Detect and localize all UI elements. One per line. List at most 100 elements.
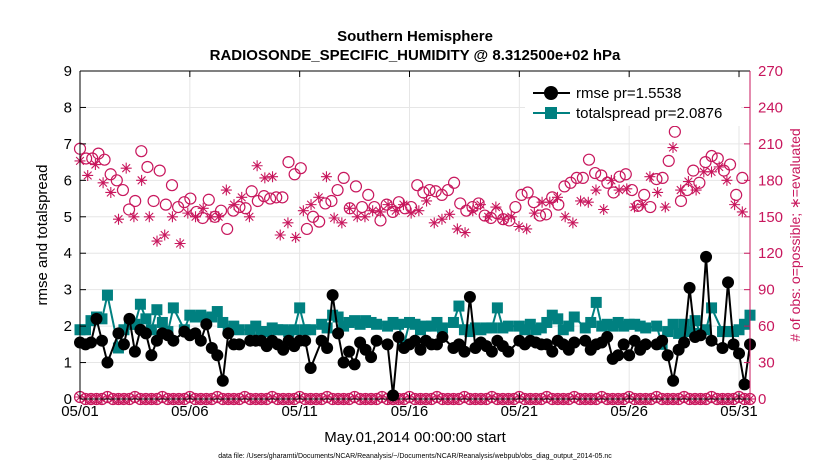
obs-evaluated-marker xyxy=(613,184,625,196)
obs-possible-marker xyxy=(288,168,301,181)
obs-possible-marker xyxy=(141,160,154,174)
obs-evaluated-marker xyxy=(621,183,633,195)
obs-evaluated-marker xyxy=(706,166,718,178)
totalspread-point xyxy=(662,326,674,338)
x-axis-label: May.01,2014 00:00:00 start xyxy=(324,429,506,446)
obs-evaluated-marker xyxy=(97,177,109,189)
obs-evaluated-marker xyxy=(698,166,710,178)
y-axis-label-right: # of obs: o=possible; ∗=evaluated xyxy=(787,128,803,341)
obs-evaluated-marker xyxy=(105,186,117,198)
obs-possible-marker xyxy=(147,194,160,208)
obs-evaluated-marker xyxy=(282,217,294,229)
obs-evaluated-marker xyxy=(428,217,440,229)
rmse-point xyxy=(661,349,674,362)
obs-possible-marker xyxy=(300,222,314,236)
obs-possible-marker xyxy=(355,200,369,214)
obs-evaluated-marker xyxy=(205,211,217,223)
obs-evaluated-marker xyxy=(213,211,225,223)
y-tick-label: 7 xyxy=(64,136,72,153)
totalspread-point xyxy=(79,324,91,336)
obs-evaluated-marker xyxy=(521,223,533,235)
totalspread-point xyxy=(145,324,157,336)
y-right-tick-label: 150 xyxy=(758,209,783,226)
obs-possible-marker xyxy=(638,188,651,202)
obs-evaluated-marker xyxy=(344,202,356,214)
obs-possible-marker xyxy=(736,171,749,185)
obs-evaluated-marker xyxy=(605,174,617,186)
obs-evaluated-marker xyxy=(228,199,240,211)
totalspread-point xyxy=(667,318,679,330)
obs-possible-marker xyxy=(245,185,258,198)
rmse-point xyxy=(694,329,707,342)
obs-evaluated-marker xyxy=(682,176,694,188)
obs-evaluated-marker xyxy=(582,196,594,208)
obs-possible-marker xyxy=(472,197,485,210)
obs-evaluated-marker xyxy=(467,205,479,217)
y-right-tick-label: 180 xyxy=(758,172,783,189)
obs-possible-marker xyxy=(172,200,185,214)
obs-evaluated-marker xyxy=(421,195,433,207)
rmse-point xyxy=(458,345,471,358)
rmse-point xyxy=(612,349,625,362)
obs-evaluated-marker xyxy=(351,211,363,223)
obs-evaluated-marker xyxy=(736,206,748,218)
rmse-point xyxy=(436,331,449,344)
obs-possible-marker xyxy=(325,194,338,208)
y-tick-label: 0 xyxy=(64,391,72,408)
legend-spread-marker xyxy=(545,107,557,119)
totalspread-point xyxy=(640,322,652,334)
obs-evaluated-marker xyxy=(590,184,602,196)
totalspread-point xyxy=(552,313,564,325)
obs-possible-marker xyxy=(429,185,442,198)
rmse-point xyxy=(299,334,312,347)
chart-title: Southern Hemisphere xyxy=(337,28,493,45)
obs-evaluated-marker xyxy=(659,201,671,213)
rmse-point xyxy=(332,327,345,340)
obs-evaluated-marker xyxy=(729,199,741,211)
obs-evaluated-marker xyxy=(490,201,502,213)
totalspread-point xyxy=(101,289,113,301)
obs-possible-marker xyxy=(349,180,363,193)
obs-evaluated-marker xyxy=(328,212,340,224)
obs-possible-marker xyxy=(589,166,602,180)
rmse-point xyxy=(683,281,696,294)
obs-evaluated-marker xyxy=(297,205,309,217)
obs-possible-marker xyxy=(478,209,491,222)
obs-evaluated-marker xyxy=(166,211,178,223)
obs-evaluated-marker xyxy=(505,211,517,223)
chart-subtitle: RADIOSONDE_SPECIFIC_HUMIDITY @ 8.312500e… xyxy=(210,47,621,64)
obs-possible-marker xyxy=(656,171,669,185)
y-right-tick-label: 270 xyxy=(758,63,783,80)
y-tick-label: 8 xyxy=(64,99,72,116)
totalspread-point xyxy=(211,306,223,318)
obs-possible-marker xyxy=(116,183,130,197)
rmse-point xyxy=(277,343,290,356)
obs-evaluated-marker xyxy=(259,172,271,184)
rmse-point xyxy=(727,338,740,351)
totalspread-point xyxy=(217,316,229,328)
obs-possible-marker xyxy=(331,183,344,197)
obs-possible-marker xyxy=(582,153,596,166)
totalspread-point xyxy=(453,300,465,312)
obs-possible-marker xyxy=(159,198,172,211)
obs-possible-marker xyxy=(178,196,191,209)
obs-possible-marker xyxy=(92,147,105,160)
totalspread-point xyxy=(447,316,459,328)
rmse-point xyxy=(628,334,641,347)
rmse-point xyxy=(348,358,361,371)
obs-evaluated-marker xyxy=(243,211,255,223)
obs-evaluated-marker xyxy=(267,171,279,183)
rmse-point xyxy=(738,378,751,391)
obs-evaluated-marker xyxy=(313,191,325,203)
totalspread-point xyxy=(568,311,580,323)
totalspread-point xyxy=(651,320,663,332)
obs-possible-marker xyxy=(509,200,522,214)
y-tick-label: 6 xyxy=(64,172,72,189)
totalspread-point xyxy=(112,342,124,354)
rmse-point xyxy=(84,336,97,349)
obs-evaluated-marker xyxy=(89,159,101,171)
obs-evaluated-marker xyxy=(397,199,409,211)
totalspread-point xyxy=(129,318,141,330)
y-right-tick-label: 90 xyxy=(758,282,775,299)
